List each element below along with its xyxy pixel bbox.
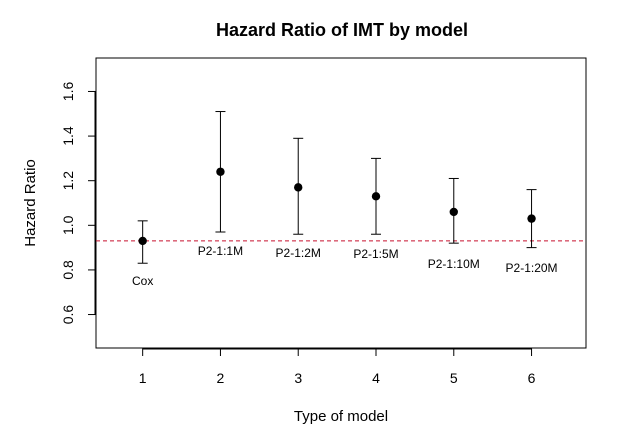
point-estimate: [294, 183, 303, 192]
model-label: P2-1:1M: [198, 244, 243, 258]
model-label: P2-1:5M: [353, 247, 398, 261]
x-tick-label: 6: [528, 370, 536, 386]
point-estimate: [138, 236, 147, 246]
x-tick-label: 1: [139, 370, 147, 386]
model-label: P2-1:20M: [506, 261, 558, 275]
model-label: P2-1:10M: [428, 257, 480, 271]
y-tick-label: 1.0: [60, 215, 76, 235]
x-tick-label: 3: [294, 370, 302, 386]
x-tick-label: 2: [217, 370, 225, 386]
model-label: P2-1:2M: [276, 246, 321, 260]
y-tick-label: 1.6: [60, 82, 76, 102]
error-bar-series: Cox P2-1:1M P2-1:2M P2-1:5M P2-1:10M P2-1:20M: [132, 111, 558, 288]
x-tick-label: 5: [450, 370, 458, 386]
point-estimate: [449, 207, 458, 217]
x-tick-label: 4: [372, 370, 380, 386]
chart-title: Hazard Ratio of IMT by model: [216, 20, 468, 40]
y-axis-label: Hazard Ratio: [22, 159, 39, 247]
plot-frame: [95, 57, 587, 349]
point-estimate: [371, 192, 381, 201]
y-tick-label: 0.8: [60, 260, 76, 280]
point-estimate: [527, 214, 536, 223]
y-tick-label: 1.2: [60, 171, 76, 191]
model-label: Cox: [132, 274, 153, 288]
y-axis: 0.6 0.8 1.0 1.2 1.4 1.6: [60, 82, 96, 325]
x-axis: 1 2 3 4 5 6: [139, 348, 536, 386]
y-tick-label: 1.4: [60, 126, 76, 146]
point-estimate: [216, 167, 225, 176]
x-axis-label: Type of model: [294, 408, 388, 425]
y-tick-label: 0.6: [60, 305, 76, 325]
